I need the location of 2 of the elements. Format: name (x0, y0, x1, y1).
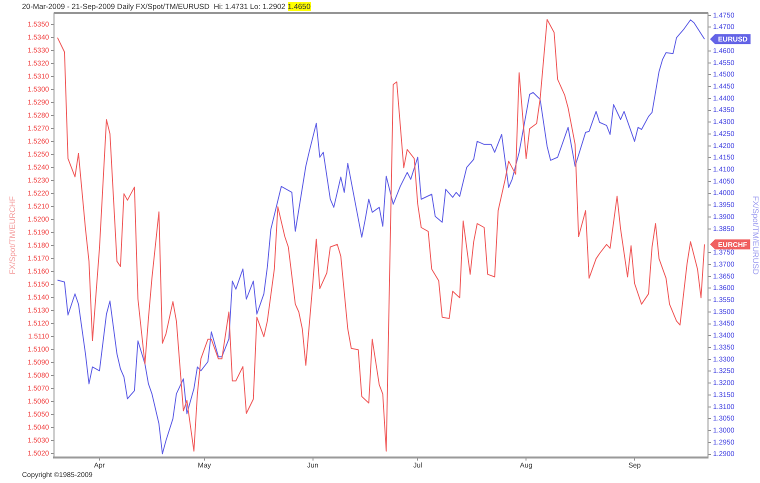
y-axis-title: FX/Spot/TM/EURCHF (8, 196, 18, 274)
y2-axis-title: FX/Spot/TM/EURUSD (750, 196, 760, 275)
